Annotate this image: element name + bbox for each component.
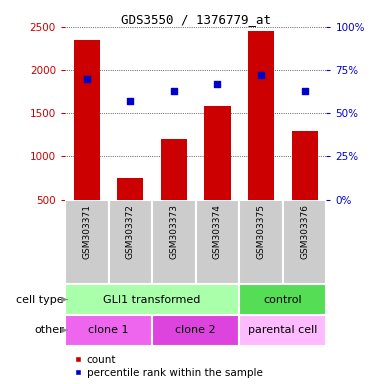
Bar: [152, 315, 239, 346]
Title: GDS3550 / 1376779_at: GDS3550 / 1376779_at: [121, 13, 271, 26]
Text: GSM303372: GSM303372: [126, 204, 135, 259]
Text: GSM303376: GSM303376: [300, 204, 309, 259]
Point: [171, 88, 177, 94]
Point: [258, 72, 264, 78]
Text: clone 2: clone 2: [175, 325, 216, 335]
Bar: [152, 200, 196, 284]
Text: GSM303375: GSM303375: [257, 204, 266, 259]
Bar: [239, 315, 326, 346]
Legend: count, percentile rank within the sample: count, percentile rank within the sample: [70, 351, 267, 382]
Text: parental cell: parental cell: [248, 325, 318, 335]
Text: control: control: [263, 295, 302, 305]
Bar: [292, 131, 318, 200]
Bar: [65, 200, 109, 284]
Bar: [109, 200, 152, 284]
Bar: [73, 40, 100, 200]
Text: GSM303374: GSM303374: [213, 204, 222, 259]
Bar: [196, 200, 239, 284]
Bar: [65, 284, 239, 315]
Text: clone 1: clone 1: [88, 325, 129, 335]
Bar: [161, 139, 187, 200]
Text: cell type: cell type: [16, 295, 64, 305]
Bar: [248, 31, 274, 200]
Text: GSM303371: GSM303371: [82, 204, 91, 259]
Point: [302, 88, 308, 94]
Bar: [283, 200, 326, 284]
Point: [127, 98, 133, 104]
Point: [214, 81, 220, 87]
Bar: [204, 106, 231, 200]
Text: other: other: [34, 325, 64, 335]
Bar: [117, 178, 143, 200]
Bar: [239, 200, 283, 284]
Text: GLI1 transformed: GLI1 transformed: [104, 295, 201, 305]
Text: GSM303373: GSM303373: [170, 204, 178, 259]
Point: [84, 76, 90, 82]
Bar: [239, 284, 326, 315]
Bar: [65, 315, 152, 346]
